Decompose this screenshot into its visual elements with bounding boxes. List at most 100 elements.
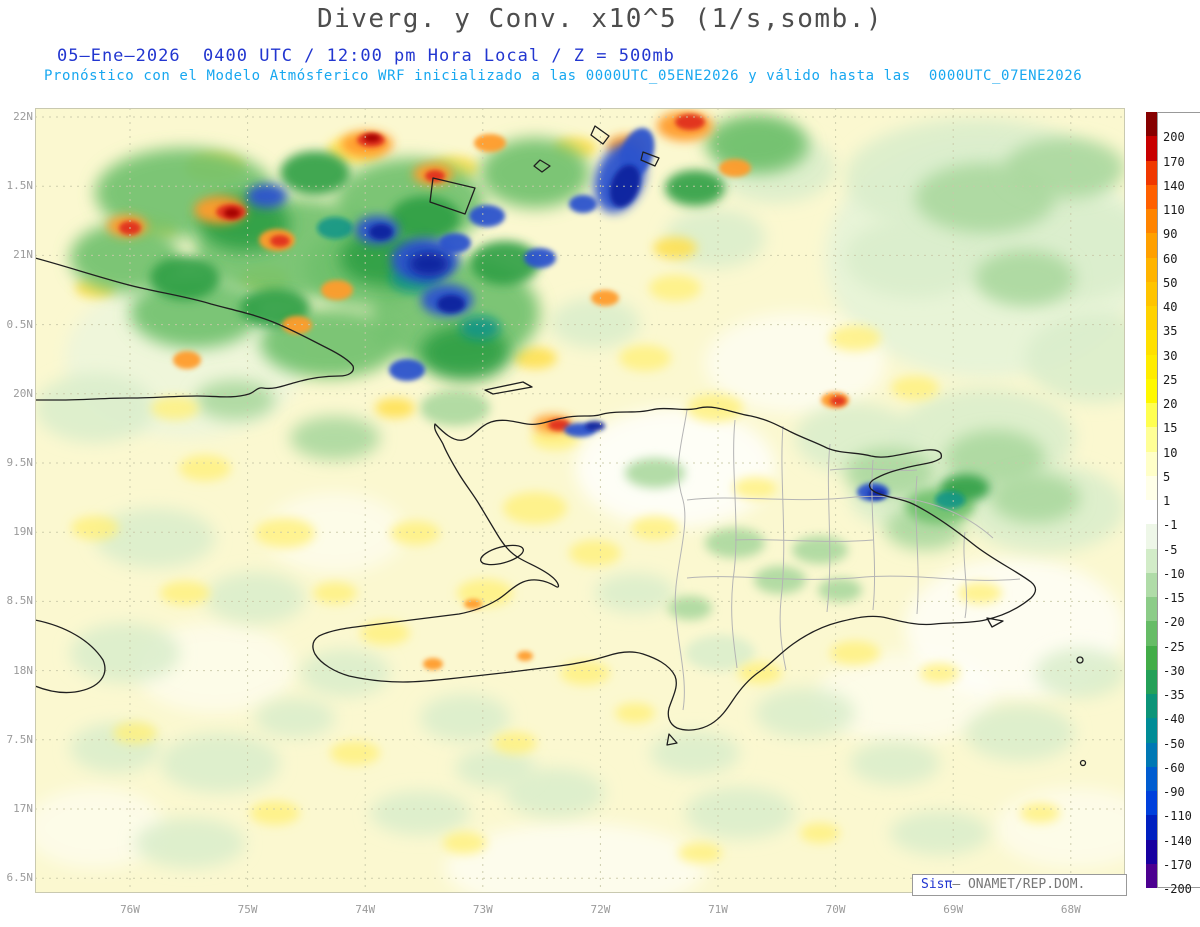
field-blob	[130, 278, 260, 348]
field-blob	[321, 280, 353, 300]
field-blob	[800, 823, 840, 843]
field-blob	[830, 641, 880, 665]
colorbar-segment	[1146, 233, 1157, 258]
divergence-field-blobs	[35, 111, 1125, 893]
field-blob	[420, 390, 490, 426]
field-blob	[460, 316, 500, 340]
field-blob	[975, 250, 1075, 306]
field-blob	[678, 843, 722, 863]
colorbar-segment	[1146, 257, 1157, 282]
colorbar: 200 170 140 110 90 60 50 40 35 30 25 20 15 10 5 1 -1 -5 -1…	[1146, 112, 1200, 896]
colorbar-segment	[1146, 839, 1157, 864]
field-blob	[685, 635, 755, 671]
colorbar-segment	[1146, 742, 1157, 767]
colorbar-label-box: 200 170 140 110 90 60 50 40 35 30 25 20 15 10 5 1 -1 -5 -1…	[1157, 112, 1200, 896]
tortuga-island	[484, 381, 533, 395]
beata-island	[666, 733, 678, 746]
attribution-box: Sisπ– ONAMET/REP.DOM.	[912, 874, 1127, 896]
lon-tick-label: 76W	[120, 903, 140, 916]
colorbar-tick-label: -20	[1163, 615, 1185, 630]
colorbar-segment	[1146, 184, 1157, 209]
map-canvas	[35, 108, 1125, 893]
field-blob	[255, 698, 335, 738]
field-blob	[585, 421, 605, 431]
turks-island	[640, 151, 660, 167]
colorbar-tick-label: 25	[1163, 372, 1178, 387]
province-line	[731, 419, 738, 669]
province-line	[686, 575, 1021, 581]
colorbar-tick-label: 10	[1163, 445, 1178, 460]
field-blob	[409, 252, 449, 276]
field-blob	[990, 473, 1080, 523]
colorbar-segment	[1146, 354, 1157, 379]
field-blob	[569, 540, 621, 566]
lat-tick-label: 0.5N	[6, 317, 34, 331]
colorbar-tick-label: 60	[1163, 251, 1178, 266]
lat-tick-label: 22N	[13, 110, 33, 123]
field-blob	[151, 396, 199, 420]
field-blob	[389, 359, 425, 381]
field-blob	[619, 345, 671, 371]
field-blob	[503, 492, 567, 524]
colorbar-segment	[1146, 306, 1157, 331]
field-blob	[330, 741, 380, 765]
field-blob	[965, 705, 1075, 761]
colorbar-segment	[1146, 403, 1157, 428]
field-blob	[282, 316, 312, 334]
field-blob	[615, 703, 655, 723]
field-blob	[1025, 313, 1125, 403]
colorbar-tick-label: -1	[1163, 518, 1178, 533]
jamaica-coastline	[35, 619, 106, 694]
field-blob	[569, 195, 597, 213]
field-blob	[280, 151, 350, 195]
field-blob	[150, 256, 220, 300]
province-line	[734, 539, 874, 542]
colorbar-segment	[1146, 500, 1157, 525]
colorbar-segment	[1146, 621, 1157, 646]
haiti-dr-border	[674, 409, 688, 711]
field-blob	[173, 351, 201, 369]
lon-tick-label: 70W	[825, 903, 846, 916]
field-blob	[250, 801, 300, 825]
field-blob	[270, 235, 290, 247]
colorbar-segment	[1146, 330, 1157, 355]
colorbar-tick-label: -110	[1163, 809, 1192, 824]
lon-tick-label: 74W	[355, 903, 376, 916]
colorbar-tick-label: -25	[1163, 639, 1185, 654]
province-borders	[674, 409, 1021, 711]
colorbar-segment	[1146, 281, 1157, 306]
lon-tick-label: 68W	[1060, 903, 1081, 916]
field-blob	[205, 572, 305, 624]
colorbar-segment	[1146, 112, 1157, 137]
colorbar-tick-label: -15	[1163, 591, 1185, 605]
field-blob	[493, 732, 537, 754]
field-blob	[135, 818, 245, 868]
colorbar-strip	[1146, 112, 1157, 888]
field-blob	[375, 398, 415, 418]
colorbar-segment	[1146, 815, 1157, 840]
coastlines	[35, 125, 1087, 767]
lat-tick-label: 9.5N	[6, 456, 34, 469]
field-blob	[369, 224, 393, 240]
field-blob	[890, 811, 990, 855]
field-blob	[35, 373, 155, 443]
mona-island	[1076, 656, 1084, 664]
field-blob	[71, 516, 119, 540]
colorbar-segment	[1146, 548, 1157, 573]
colorbar-tick-label: -5	[1163, 542, 1178, 557]
field-blob	[255, 518, 315, 548]
colorbar-tick-label: -140	[1163, 833, 1192, 848]
field-blob	[675, 114, 705, 130]
colorbar-segment	[1146, 645, 1157, 670]
colorbar-segment	[1146, 669, 1157, 694]
inagua-island	[429, 177, 476, 215]
field-blob	[390, 196, 460, 240]
field-blob	[437, 295, 465, 313]
field-blob	[792, 536, 848, 564]
province-line	[963, 531, 968, 619]
attribution-org: – ONAMET/REP.DOM.	[952, 877, 1086, 892]
colorbar-tick-label: 35	[1163, 324, 1178, 339]
colorbar-tick-label: 170	[1163, 154, 1185, 169]
field-blob	[70, 623, 180, 683]
field-blob	[650, 731, 740, 775]
